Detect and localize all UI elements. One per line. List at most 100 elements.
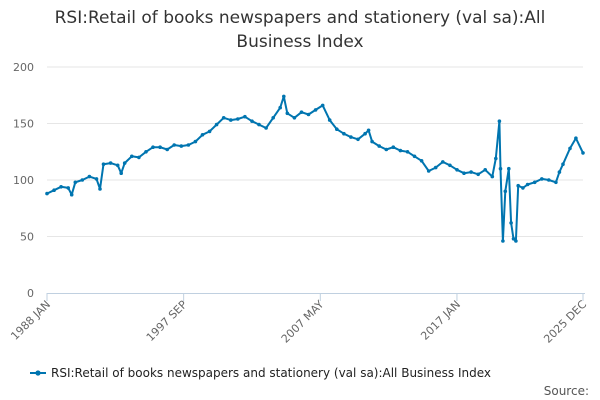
data-point-1989-01[interactable]	[59, 185, 63, 189]
data-point-1988-07[interactable]	[52, 188, 56, 192]
data-point-1989-07[interactable]	[66, 186, 70, 190]
data-point-2016-07[interactable]	[448, 163, 452, 168]
data-point-2025-01[interactable]	[568, 146, 572, 151]
data-point-1996-07[interactable]	[165, 147, 169, 152]
data-point-2006-01[interactable]	[299, 110, 304, 114]
data-point-1998-01[interactable]	[186, 143, 191, 147]
data-point-2004-10[interactable]	[282, 94, 286, 99]
data-point-2003-07[interactable]	[264, 126, 268, 130]
data-point-1993-07[interactable]	[122, 161, 127, 165]
data-point-2015-07[interactable]	[433, 165, 438, 170]
data-point-2021-09[interactable]	[521, 186, 525, 190]
data-point-2004-01[interactable]	[271, 116, 276, 120]
data-point-2021-01[interactable]	[511, 237, 516, 241]
data-point-2008-01[interactable]	[327, 118, 332, 122]
data-point-2018-01[interactable]	[469, 170, 473, 174]
data-point-1997-07[interactable]	[179, 144, 184, 148]
data-point-2019-07[interactable]	[490, 174, 495, 179]
data-point-2024-04[interactable]	[557, 170, 562, 174]
data-point-2000-01[interactable]	[214, 122, 219, 127]
data-point-1999-07[interactable]	[207, 129, 212, 134]
data-point-2009-07[interactable]	[349, 135, 353, 139]
chart-title-line-2: Business Index	[236, 32, 364, 52]
data-point-2013-01[interactable]	[398, 148, 403, 153]
data-point-2007-01[interactable]	[313, 108, 318, 112]
data-point-2025-06[interactable]	[574, 136, 578, 140]
data-point-2004-07[interactable]	[278, 105, 283, 110]
data-point-2012-07[interactable]	[391, 145, 396, 149]
data-point-2021-03[interactable]	[514, 239, 518, 243]
data-point-2020-02[interactable]	[498, 166, 503, 171]
x-tick-label-2: 2007 MAY	[279, 298, 327, 346]
data-point-2022-01[interactable]	[525, 182, 530, 187]
data-point-1991-01[interactable]	[87, 174, 92, 179]
data-point-1994-01[interactable]	[130, 154, 134, 159]
data-point-1990-01[interactable]	[73, 180, 78, 185]
data-point-1995-01[interactable]	[144, 150, 148, 154]
data-point-2006-07[interactable]	[306, 112, 311, 117]
data-point-1995-07[interactable]	[151, 145, 155, 149]
data-point-2014-01[interactable]	[412, 154, 417, 159]
x-tick-label-1: 1997 SEP	[144, 298, 190, 344]
data-point-1999-01[interactable]	[200, 133, 205, 137]
data-point-2020-06[interactable]	[503, 189, 508, 194]
data-point-1998-07[interactable]	[193, 139, 198, 144]
data-point-1994-07[interactable]	[137, 155, 141, 160]
data-point-2016-01[interactable]	[441, 160, 445, 164]
data-point-2023-01[interactable]	[540, 177, 544, 181]
data-point-2010-10[interactable]	[366, 128, 371, 133]
data-point-2017-07[interactable]	[462, 171, 466, 175]
data-point-2025-12[interactable]	[581, 151, 585, 155]
data-point-2007-07[interactable]	[320, 103, 325, 108]
data-point-2021-05[interactable]	[516, 183, 520, 188]
data-point-2018-07[interactable]	[476, 172, 481, 177]
y-tick-label-50: 50	[20, 231, 34, 244]
legend-marker-swatch	[35, 370, 41, 376]
data-point-2022-07[interactable]	[532, 180, 537, 185]
data-point-2011-01[interactable]	[370, 139, 374, 144]
series-line-0[interactable]	[46, 95, 584, 242]
data-point-2015-01[interactable]	[426, 169, 431, 173]
data-point-2002-01[interactable]	[243, 114, 247, 119]
data-point-2019-10[interactable]	[494, 156, 498, 161]
x-tick-label-3: 2017 JAN	[418, 298, 463, 343]
data-point-2019-01[interactable]	[483, 168, 488, 172]
data-point-2020-11[interactable]	[509, 221, 513, 225]
data-point-2020-01[interactable]	[497, 119, 502, 123]
data-point-1988-01[interactable]	[45, 191, 49, 196]
data-point-2000-07[interactable]	[221, 116, 226, 120]
data-point-2014-07[interactable]	[419, 159, 424, 163]
data-point-2011-07[interactable]	[377, 144, 382, 148]
data-point-2003-01[interactable]	[257, 122, 261, 127]
data-point-1989-10[interactable]	[69, 192, 74, 197]
data-point-1997-01[interactable]	[172, 143, 176, 147]
data-point-2020-09[interactable]	[507, 166, 511, 171]
data-point-2017-01[interactable]	[455, 168, 459, 172]
data-point-2024-07[interactable]	[561, 162, 565, 166]
data-point-2001-07[interactable]	[236, 117, 240, 121]
data-point-2009-01[interactable]	[342, 131, 346, 136]
data-point-2012-01[interactable]	[384, 147, 389, 152]
data-point-1993-04[interactable]	[119, 171, 123, 175]
series-layer[interactable]	[45, 94, 585, 243]
y-tick-label-200: 200	[13, 61, 34, 74]
data-point-1991-10[interactable]	[98, 187, 102, 191]
data-point-2005-07[interactable]	[292, 116, 297, 120]
data-point-2008-07[interactable]	[335, 127, 339, 131]
data-point-2001-01[interactable]	[229, 118, 233, 122]
data-point-2005-01[interactable]	[285, 111, 290, 116]
data-point-1991-07[interactable]	[94, 177, 99, 181]
data-point-1990-07[interactable]	[80, 178, 85, 182]
data-point-1992-01[interactable]	[101, 162, 106, 166]
data-point-2023-07[interactable]	[547, 178, 551, 182]
data-point-2020-04[interactable]	[501, 239, 505, 243]
data-point-1992-07[interactable]	[108, 161, 113, 165]
data-point-1996-01[interactable]	[158, 145, 162, 149]
data-point-2010-01[interactable]	[356, 137, 360, 142]
legend[interactable]: RSI:Retail of books newspapers and stati…	[30, 366, 491, 380]
data-point-2002-07[interactable]	[250, 119, 254, 123]
data-point-2024-01[interactable]	[554, 180, 558, 185]
data-point-2013-07[interactable]	[405, 150, 410, 154]
data-point-1993-01[interactable]	[115, 163, 120, 168]
data-point-2010-07[interactable]	[363, 131, 367, 136]
